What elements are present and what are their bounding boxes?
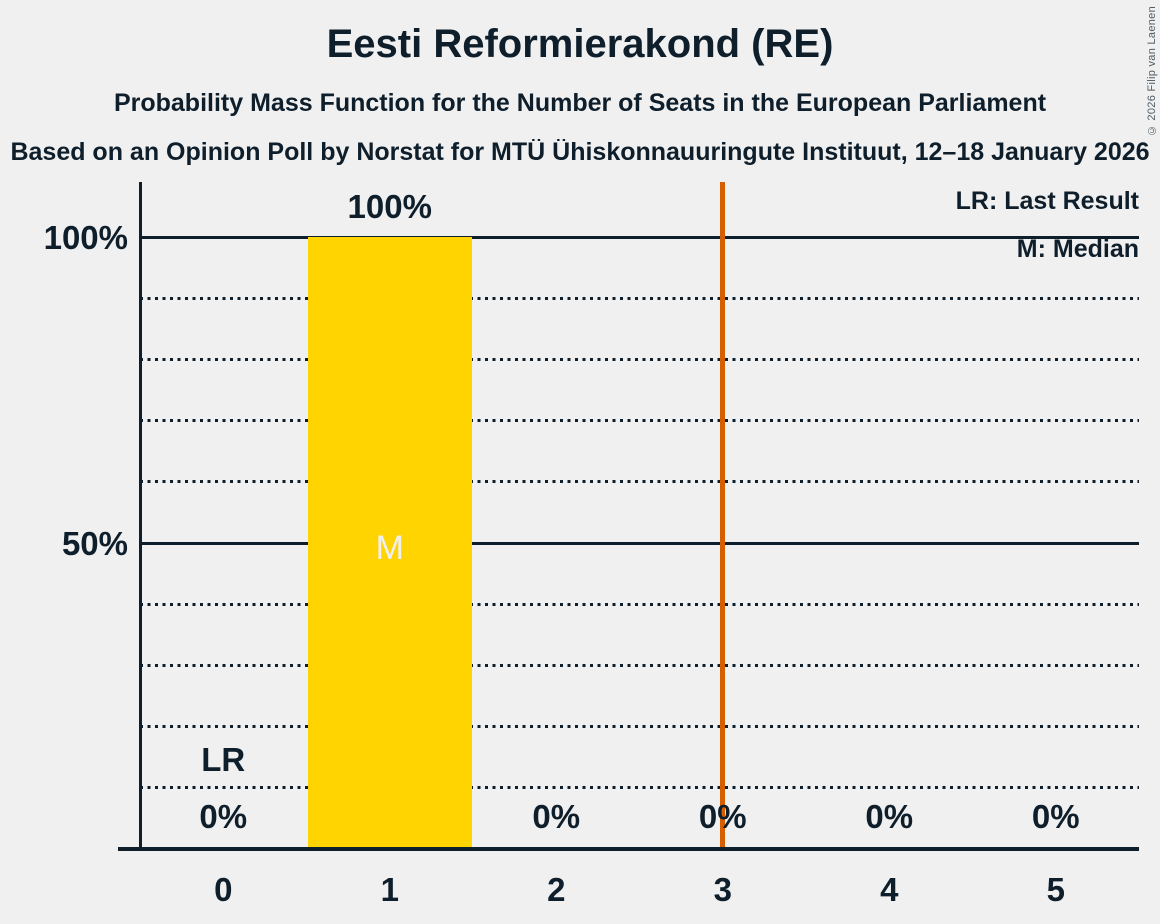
bar-value-label-2: 0% <box>532 798 581 835</box>
chart-source-line: Based on an Opinion Poll by Norstat for … <box>0 139 1160 166</box>
x-axis-line <box>118 847 1139 851</box>
gridline-80pct <box>140 357 1139 361</box>
gridline-30pct <box>140 663 1139 667</box>
majority-threshold-line <box>720 182 726 849</box>
x-tick-label-5: 5 <box>1046 871 1065 908</box>
bar-value-label-0: 0% <box>199 798 248 835</box>
legend-median: M: Median <box>1016 235 1139 263</box>
x-tick-label-1: 1 <box>380 871 399 908</box>
bar-value-label-1: 100% <box>347 188 432 225</box>
gridline-100pct <box>140 235 1139 239</box>
y-axis-label-100: 100% <box>43 219 128 256</box>
gridline-70pct <box>140 419 1139 423</box>
gridline-90pct <box>140 296 1139 300</box>
bar-value-label-5: 0% <box>1031 798 1080 835</box>
plot-area: 0% 100% 0% 0% 0% 0% LR M 0 1 2 3 4 5 <box>118 182 1139 907</box>
chart-subtitle: Probability Mass Function for the Number… <box>113 89 1047 117</box>
legend-last-result: LR: Last Result <box>955 187 1139 215</box>
y-axis-label-50: 50% <box>61 525 128 562</box>
bar-seats-1 <box>308 237 472 849</box>
chart-source-text: Based on an Opinion Poll by Norstat for … <box>10 139 1150 166</box>
gridline-50pct <box>140 541 1139 545</box>
bar-value-label-3: 0% <box>698 798 747 835</box>
chart-title: Eesti Reformierakond (RE) <box>326 22 834 66</box>
last-result-marker: LR <box>201 741 246 778</box>
y-axis-line <box>138 182 142 849</box>
x-tick-label-0: 0 <box>214 871 233 908</box>
x-tick-label-3: 3 <box>713 871 732 908</box>
copyright-notice: © 2026 Filip van Laenen <box>1146 6 1158 137</box>
x-tick-label-2: 2 <box>547 871 566 908</box>
gridline-10pct <box>140 786 1139 790</box>
gridline-60pct <box>140 480 1139 484</box>
median-marker: M <box>375 529 404 567</box>
gridline-40pct <box>140 602 1139 606</box>
x-tick-label-4: 4 <box>880 871 899 908</box>
bar-value-label-4: 0% <box>865 798 914 835</box>
gridline-20pct <box>140 725 1139 729</box>
